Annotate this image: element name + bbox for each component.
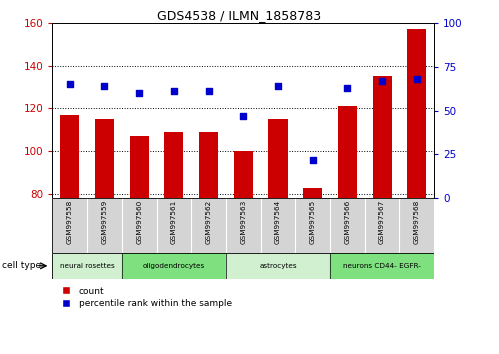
- Bar: [164, 132, 184, 198]
- Bar: [295, 198, 330, 253]
- Point: [170, 88, 178, 94]
- Bar: [87, 198, 122, 253]
- Bar: [226, 198, 260, 253]
- Bar: [399, 198, 434, 253]
- Point: [378, 78, 386, 84]
- Text: GSM997558: GSM997558: [67, 200, 73, 244]
- Text: GSM997560: GSM997560: [136, 200, 142, 244]
- Bar: [234, 151, 253, 198]
- Point: [135, 90, 143, 96]
- Point: [100, 83, 108, 89]
- Bar: [52, 198, 87, 253]
- Bar: [95, 119, 114, 198]
- Point: [205, 88, 213, 94]
- Bar: [122, 253, 226, 279]
- Bar: [199, 132, 218, 198]
- Bar: [52, 253, 122, 279]
- Point: [66, 81, 74, 87]
- Text: neurons CD44- EGFR-: neurons CD44- EGFR-: [343, 263, 421, 269]
- Text: astrocytes: astrocytes: [259, 263, 297, 269]
- Bar: [268, 119, 287, 198]
- Text: GSM997566: GSM997566: [344, 200, 350, 244]
- Text: GSM997564: GSM997564: [275, 200, 281, 244]
- Text: GSM997561: GSM997561: [171, 200, 177, 244]
- Text: GSM997562: GSM997562: [206, 200, 212, 244]
- Bar: [330, 198, 365, 253]
- Text: GSM997563: GSM997563: [240, 200, 247, 244]
- Point: [343, 85, 351, 91]
- Text: GSM997559: GSM997559: [101, 200, 107, 244]
- Bar: [330, 253, 434, 279]
- Point: [413, 76, 421, 82]
- Text: cell type: cell type: [2, 261, 41, 270]
- Bar: [191, 198, 226, 253]
- Bar: [157, 198, 191, 253]
- Legend: count, percentile rank within the sample: count, percentile rank within the sample: [57, 287, 232, 308]
- Text: oligodendrocytes: oligodendrocytes: [143, 263, 205, 269]
- Point: [309, 157, 317, 162]
- Bar: [407, 29, 426, 198]
- Bar: [130, 136, 149, 198]
- Text: GSM997568: GSM997568: [414, 200, 420, 244]
- Text: GSM997565: GSM997565: [310, 200, 316, 244]
- Bar: [122, 198, 157, 253]
- Point: [274, 83, 282, 89]
- Bar: [373, 76, 392, 198]
- Bar: [303, 188, 322, 198]
- Bar: [260, 198, 295, 253]
- Text: neural rosettes: neural rosettes: [60, 263, 114, 269]
- Bar: [226, 253, 330, 279]
- Text: GSM997567: GSM997567: [379, 200, 385, 244]
- Text: GDS4538 / ILMN_1858783: GDS4538 / ILMN_1858783: [158, 9, 321, 22]
- Bar: [338, 106, 357, 198]
- Bar: [60, 115, 79, 198]
- Bar: [365, 198, 399, 253]
- Point: [239, 113, 247, 119]
